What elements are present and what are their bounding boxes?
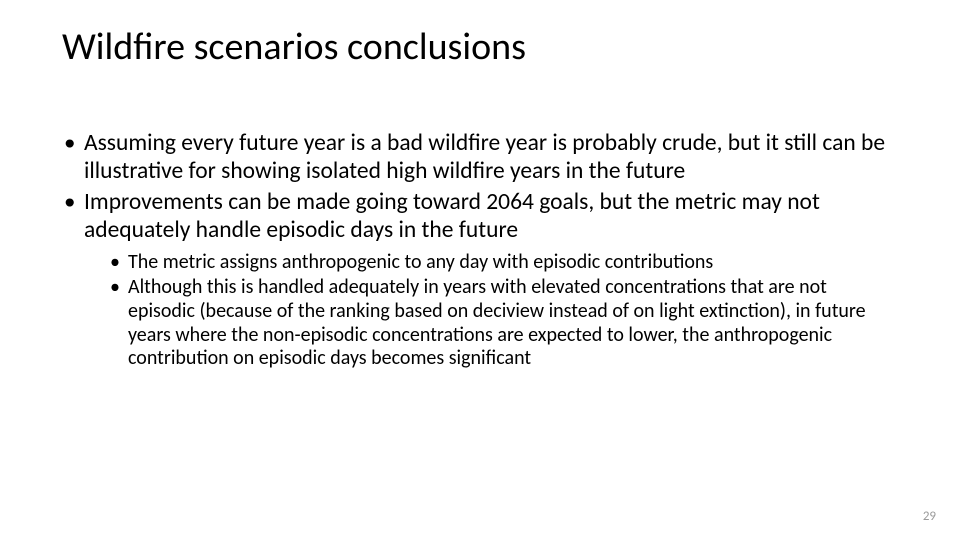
sub-bullet-text: The metric assigns anthropogenic to any … — [128, 250, 713, 274]
slide-title: Wildfire scenarios conclusions — [62, 24, 526, 70]
bullet-list: Assuming every future year is a bad wild… — [62, 130, 898, 371]
page-number: 29 — [923, 509, 936, 524]
bullet-text: Improvements can be made going toward 20… — [84, 188, 820, 244]
bullet-text: Assuming every future year is a bad wild… — [84, 129, 885, 185]
slide: Wildfire scenarios conclusions Assuming … — [0, 0, 960, 540]
list-item: The metric assigns anthropogenic to any … — [108, 251, 898, 275]
sub-bullet-text: Although this is handled adequately in y… — [128, 275, 866, 370]
list-item: Improvements can be made going toward 20… — [62, 189, 898, 370]
slide-body: Assuming every future year is a bad wild… — [62, 130, 898, 375]
list-item: Although this is handled adequately in y… — [108, 276, 898, 370]
list-item: Assuming every future year is a bad wild… — [62, 130, 898, 185]
sub-bullet-list: The metric assigns anthropogenic to any … — [84, 251, 898, 371]
